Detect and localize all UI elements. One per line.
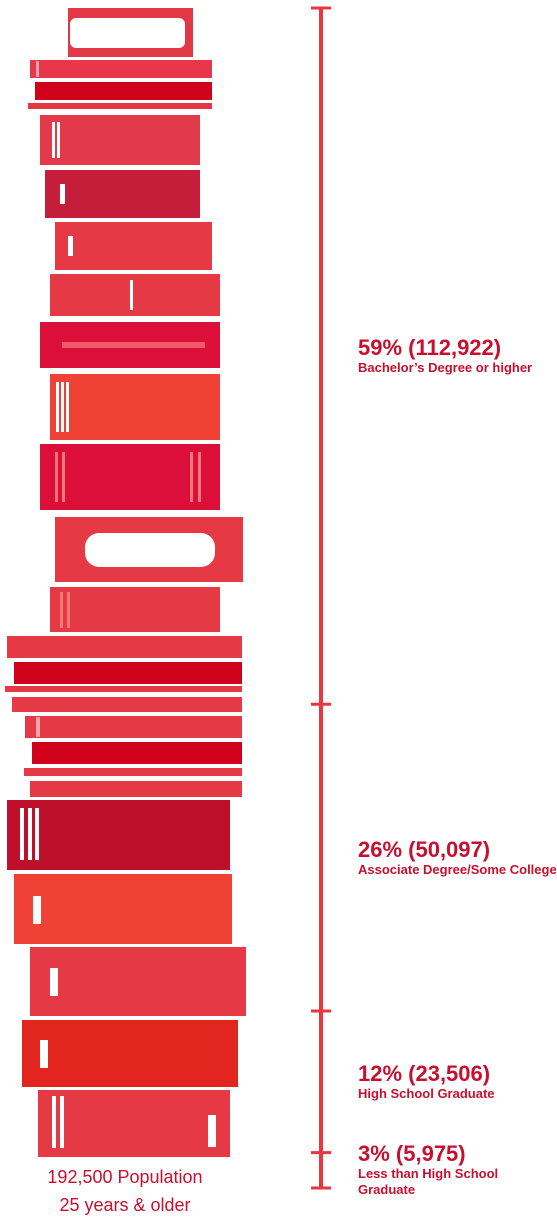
segment-label: 12% (23,506) High School Graduate: [358, 1060, 557, 1102]
scale: [311, 6, 331, 1190]
segment-value: 59% (112,922): [358, 335, 502, 361]
footer-line: 192,500 Population: [47, 1167, 203, 1187]
segment-value: 12% (23,506): [358, 1060, 491, 1086]
footer-line: 25 years & older: [59, 1195, 191, 1215]
segment-description: High School Graduate: [358, 1085, 495, 1101]
segment-value: 3% (5,975): [358, 1141, 466, 1167]
segment-label: 3% (5,975) Less than High School Graduate: [358, 1142, 557, 1198]
segment-description: Bachelor’s Degree or higher: [358, 360, 533, 376]
segment-description: Less than High School Graduate: [358, 1166, 499, 1198]
segment-description: Associate Degree/Some College: [358, 861, 557, 877]
segment-label: 59% (112,922) Bachelor’s Degree or higher: [358, 336, 557, 376]
books: [5, 8, 246, 1157]
segment-label: 26% (50,097) Associate Degree/Some Colleg…: [358, 836, 557, 878]
segment-value: 26% (50,097): [358, 836, 491, 862]
